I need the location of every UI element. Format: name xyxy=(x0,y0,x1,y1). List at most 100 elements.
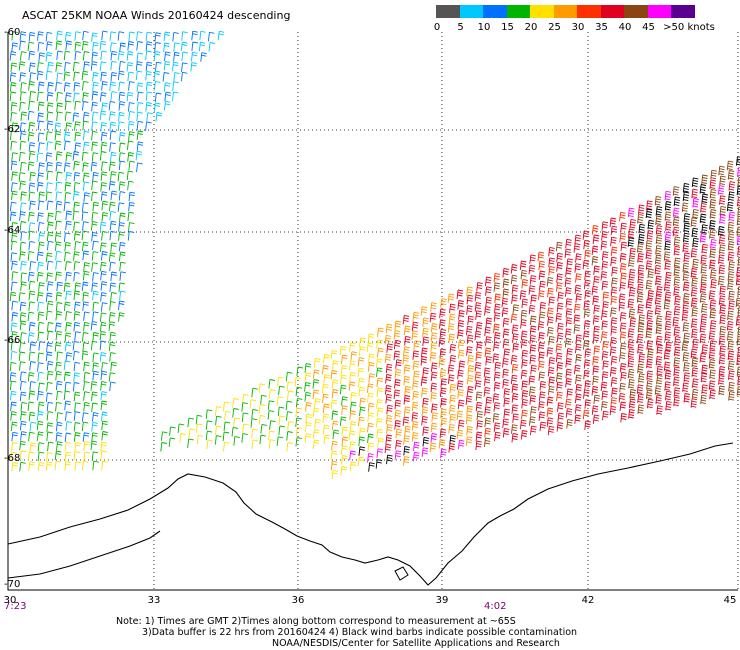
lat-label: -66 xyxy=(4,335,21,346)
wind-barb xyxy=(73,92,80,103)
wind-barb xyxy=(55,161,63,172)
wind-barb xyxy=(11,271,18,281)
wind-barb xyxy=(100,270,107,281)
wind-barb xyxy=(91,32,98,42)
wind-barb xyxy=(555,372,563,383)
wind-barb xyxy=(145,70,152,81)
wind-barb xyxy=(56,390,63,401)
legend-label: 10 xyxy=(477,22,491,33)
wind-barb xyxy=(609,217,617,228)
wind-barb xyxy=(126,91,134,102)
wind-barb xyxy=(655,315,663,325)
wind-barb xyxy=(82,172,90,182)
wind-barb xyxy=(37,401,45,412)
wind-barb xyxy=(709,299,717,310)
wind-barb xyxy=(54,241,62,251)
wind-barb xyxy=(55,40,63,51)
wind-barb xyxy=(100,450,107,461)
wind-barb xyxy=(119,212,126,223)
wind-barb xyxy=(538,411,546,421)
wind-barb xyxy=(583,320,591,330)
wind-barb xyxy=(709,220,716,230)
wind-barb xyxy=(709,259,716,270)
wind-barb xyxy=(701,384,708,394)
wind-barb xyxy=(118,300,125,311)
wind-barb xyxy=(457,339,465,349)
wind-barb xyxy=(29,421,37,432)
wind-barb xyxy=(173,42,180,52)
wind-barb xyxy=(447,293,455,303)
wind-barb xyxy=(430,392,437,402)
wind-barb xyxy=(412,350,419,360)
wind-barb xyxy=(20,191,27,201)
wind-barb xyxy=(691,188,698,199)
lon-label: 45 xyxy=(723,595,737,606)
wind-barb xyxy=(145,61,153,72)
wind-barb xyxy=(601,401,608,411)
wind-barb xyxy=(529,416,536,426)
legend-label: >50 knots xyxy=(663,22,715,33)
wind-barb xyxy=(565,298,573,308)
wind-barb xyxy=(341,436,348,447)
wind-barb xyxy=(101,212,108,222)
wind-barb xyxy=(28,461,35,471)
wind-barb xyxy=(628,398,636,409)
wind-barb xyxy=(709,320,717,330)
wind-barb xyxy=(367,442,374,453)
wind-barb xyxy=(592,234,600,245)
wind-barb xyxy=(654,295,662,305)
wind-barb xyxy=(691,307,698,317)
wind-barb xyxy=(28,31,36,42)
wind-barb xyxy=(55,322,62,333)
wind-barb xyxy=(565,328,572,338)
wind-barb xyxy=(538,360,545,371)
wind-barb xyxy=(20,82,27,92)
wind-barb xyxy=(332,429,339,440)
wind-barb xyxy=(28,191,35,202)
wind-barb xyxy=(367,433,374,444)
wind-barb xyxy=(682,182,690,193)
wind-barb xyxy=(20,431,27,441)
wind-barb xyxy=(636,243,644,253)
wind-barb xyxy=(682,322,690,332)
wind-barb xyxy=(645,328,653,339)
wind-barb xyxy=(601,260,609,271)
wind-barb xyxy=(267,400,275,410)
wind-barb xyxy=(394,320,401,331)
wind-barb xyxy=(181,31,188,41)
wind-barb xyxy=(529,354,536,365)
wind-barb xyxy=(430,362,438,372)
wind-barb xyxy=(45,461,53,471)
wind-barb xyxy=(584,348,592,359)
wind-barb xyxy=(359,337,366,347)
wind-barb xyxy=(46,322,54,332)
wind-barb xyxy=(520,330,528,341)
wind-barb xyxy=(655,225,663,235)
wind-barb xyxy=(20,231,27,241)
wind-barb xyxy=(629,247,636,258)
wind-barb xyxy=(528,304,536,315)
wind-barb xyxy=(528,264,536,275)
wind-barb xyxy=(519,290,527,300)
wind-barb xyxy=(583,330,590,340)
legend-swatch xyxy=(459,5,484,18)
wind-barb xyxy=(737,256,740,267)
wind-barb xyxy=(47,82,54,92)
wind-barb xyxy=(717,226,725,236)
wind-barb xyxy=(223,441,230,452)
wind-barb xyxy=(386,454,393,465)
wind-barb xyxy=(101,102,108,112)
wind-barb xyxy=(728,381,735,392)
wind-barb xyxy=(673,286,680,296)
wind-barb xyxy=(277,376,284,387)
wind-barb xyxy=(83,321,90,332)
wind-barb xyxy=(55,171,63,182)
wind-barb xyxy=(573,364,581,375)
wind-barb xyxy=(47,441,54,452)
wind-barb xyxy=(737,307,740,317)
wind-barb xyxy=(56,412,63,422)
wind-barb xyxy=(74,331,81,341)
wind-barb xyxy=(475,351,482,361)
wind-barb xyxy=(421,415,428,426)
wind-barb xyxy=(45,70,53,81)
